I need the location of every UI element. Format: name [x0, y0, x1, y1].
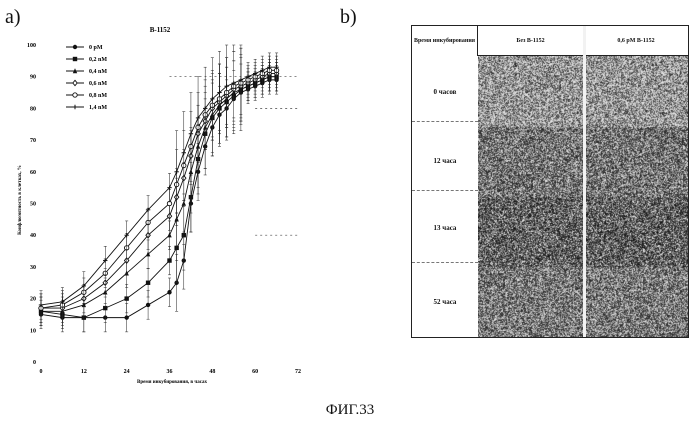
- x-tick-label: 72: [295, 369, 301, 375]
- legend-marker: [73, 45, 77, 49]
- series-line: [41, 77, 277, 318]
- row-divider: [412, 262, 478, 263]
- legend-entry: 1,4 nM: [89, 105, 107, 111]
- data-point: [167, 290, 171, 294]
- header-col-control: Без B-1152: [478, 26, 584, 56]
- y-tick-label: 30: [30, 265, 36, 271]
- x-tick-label: 48: [209, 369, 215, 375]
- row-label-1: 12 часа: [412, 126, 478, 196]
- y-tick-label: 20: [30, 297, 36, 303]
- micrograph-treated-column: [586, 56, 688, 337]
- y-axis-title: Конфлюэнтность в клетках, %: [18, 165, 23, 235]
- x-tick-label: 60: [252, 369, 258, 375]
- chart-title: B-1152: [150, 26, 171, 34]
- x-tick-label: 0: [40, 369, 43, 375]
- legend-marker: [73, 80, 77, 85]
- data-point: [124, 315, 128, 319]
- header-col-treated: 0,6 pM B-1152: [584, 26, 688, 56]
- figure-caption: ФИГ.33: [0, 402, 700, 419]
- data-point: [146, 251, 150, 256]
- micrograph-control-column: [478, 56, 584, 337]
- series-0: [39, 64, 279, 332]
- legend: 0 pM 0,2 nM 0,4 nM 0,6 nM 0,8 nM 1,4 nM: [66, 45, 107, 111]
- series-line: [41, 77, 277, 312]
- legend-entry: 0,2 nM: [89, 57, 107, 63]
- row-label-3: 52 часа: [412, 266, 478, 338]
- data-point: [167, 258, 171, 262]
- y-tick-label: 40: [30, 233, 36, 239]
- series-layer: [39, 45, 279, 332]
- row-divider: [412, 121, 478, 122]
- axes-layer: 0 12 24 36 48 60 72 0 10 20 30 40 50 60 70 80 90 100: [27, 43, 301, 375]
- row-divider: [412, 190, 478, 191]
- legend-entry: 0,6 nM: [89, 81, 107, 87]
- row-label-2: 13 часа: [412, 194, 478, 262]
- y-tick-label: 100: [27, 43, 36, 49]
- series-line: [41, 67, 277, 305]
- header-incubation-time: Время инкубирования: [412, 26, 478, 56]
- data-point: [146, 303, 150, 307]
- legend-marker: [73, 57, 77, 61]
- x-tick-label: 36: [167, 369, 173, 375]
- row-label-0: 0 часов: [412, 56, 478, 128]
- data-point: [167, 232, 171, 237]
- legend-marker: [73, 93, 77, 97]
- x-tick-label: 24: [124, 369, 130, 375]
- series-line: [41, 70, 277, 308]
- data-point: [124, 296, 128, 300]
- legend-entry: 0,4 nM: [89, 69, 107, 75]
- y-tick-label: 60: [30, 170, 36, 176]
- legend-entry: 0,8 nM: [89, 93, 107, 99]
- y-tick-label: 70: [30, 138, 36, 144]
- x-tick-label: 12: [81, 369, 87, 375]
- y-tick-label: 50: [30, 202, 36, 208]
- micrograph-panel: Время инкубирования Без B-1152 0,6 pM B-…: [411, 25, 689, 338]
- y-tick-label: 0: [33, 360, 36, 366]
- legend-entry: 0 pM: [89, 45, 103, 51]
- data-point: [146, 281, 150, 285]
- micrograph-texture: [478, 56, 584, 337]
- y-tick-label: 90: [30, 75, 36, 81]
- y-tick-label: 10: [30, 328, 36, 334]
- y-tick-label: 80: [30, 106, 36, 112]
- micrograph-texture: [586, 56, 688, 337]
- x-axis-title: Время инкубирования, в часах: [137, 380, 207, 385]
- series-line: [41, 74, 277, 309]
